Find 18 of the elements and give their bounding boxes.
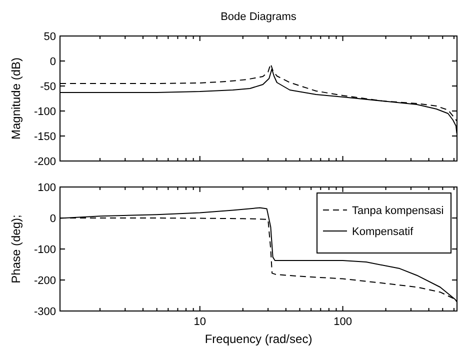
x-tick-label: 10 [194,316,206,328]
y-tick-label: 50 [44,31,56,43]
y-tick-label: -200 [34,156,56,168]
y-tick-label: 100 [38,182,56,194]
y-tick-label: 0 [50,213,56,225]
y-tick-label: -100 [34,106,56,118]
y-tick-label: -300 [34,306,56,318]
legend-label: Kompensatif [352,226,414,238]
y-tick-label: 0 [50,56,56,68]
chart-title: Bode Diagrams [220,11,297,23]
x-axis-title: Frequency (rad/sec) [204,332,312,346]
y-axis-title: Phase (deg); [9,214,23,284]
y-tick-label: -50 [40,81,56,93]
y-tick-label: -200 [34,275,56,287]
y-tick-label: -100 [34,244,56,256]
legend-label: Tanpa kompensasi [352,205,444,217]
y-tick-label: -150 [34,131,56,143]
y-axis-title: Magnitude (dB) [9,57,23,140]
